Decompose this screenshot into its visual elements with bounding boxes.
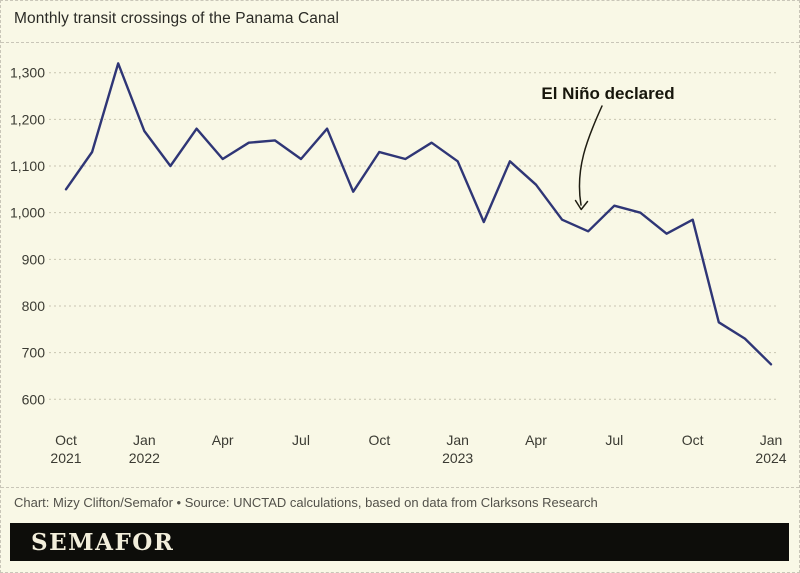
annotation-arrowhead	[574, 199, 589, 211]
y-axis-tick-labels: 1,300 1,200 1,100 1,000 900 800 700 600	[10, 65, 45, 408]
semafor-logo-bar: SEMAFOR	[10, 523, 789, 561]
caption-separator	[1, 487, 799, 488]
y-tick-label: 800	[22, 298, 46, 314]
semafor-logo: SEMAFOR	[31, 528, 175, 556]
x-tick-label: Apr	[212, 432, 234, 448]
x-tick-label: Jan	[133, 432, 156, 448]
x-tick-label: Jan	[446, 432, 469, 448]
y-tick-label: 1,100	[10, 158, 45, 174]
source-caption: Chart: Mizy Clifton/Semafor • Source: UN…	[14, 495, 598, 510]
y-tick-label: 1,200	[10, 111, 45, 127]
x-tick-year-label: 2024	[755, 450, 786, 466]
y-tick-label: 900	[22, 251, 46, 267]
x-axis-tick-labels: Oct 2021 Jan 2022 Apr Jul Oct Jan 2023 Apr Jul Oct J…	[50, 432, 786, 466]
x-tick-label: Apr	[525, 432, 547, 448]
x-tick-year-label: 2021	[50, 450, 81, 466]
x-tick-label: Jul	[292, 432, 310, 448]
x-tick-label: Oct	[682, 432, 704, 448]
x-tick-label: Oct	[55, 432, 77, 448]
line-chart: 1,300 1,200 1,100 1,000 900 800 700 600 Oct 2021…	[10, 62, 787, 466]
title-separator	[1, 42, 799, 43]
x-tick-label: Jan	[760, 432, 783, 448]
y-tick-label: 1,300	[10, 65, 45, 81]
x-tick-year-label: 2023	[442, 450, 473, 466]
x-tick-label: Jul	[605, 432, 623, 448]
y-tick-label: 700	[22, 345, 46, 361]
x-tick-label: Oct	[368, 432, 390, 448]
transits-line-series	[64, 62, 773, 366]
x-tick-year-label: 2022	[129, 450, 160, 466]
gridlines	[49, 72, 779, 400]
annotation-arrow	[578, 105, 603, 206]
y-tick-label: 600	[22, 391, 46, 407]
y-tick-label: 1,000	[10, 205, 45, 221]
chart-title: Monthly transit crossings of the Panama …	[14, 10, 339, 27]
annotation-group: El Niño declared	[541, 84, 675, 211]
annotation-label: El Niño declared	[541, 84, 674, 103]
